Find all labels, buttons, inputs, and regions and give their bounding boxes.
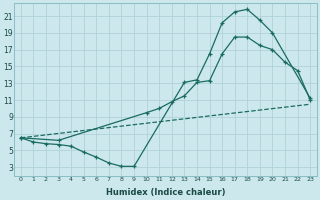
X-axis label: Humidex (Indice chaleur): Humidex (Indice chaleur) [106, 188, 225, 197]
